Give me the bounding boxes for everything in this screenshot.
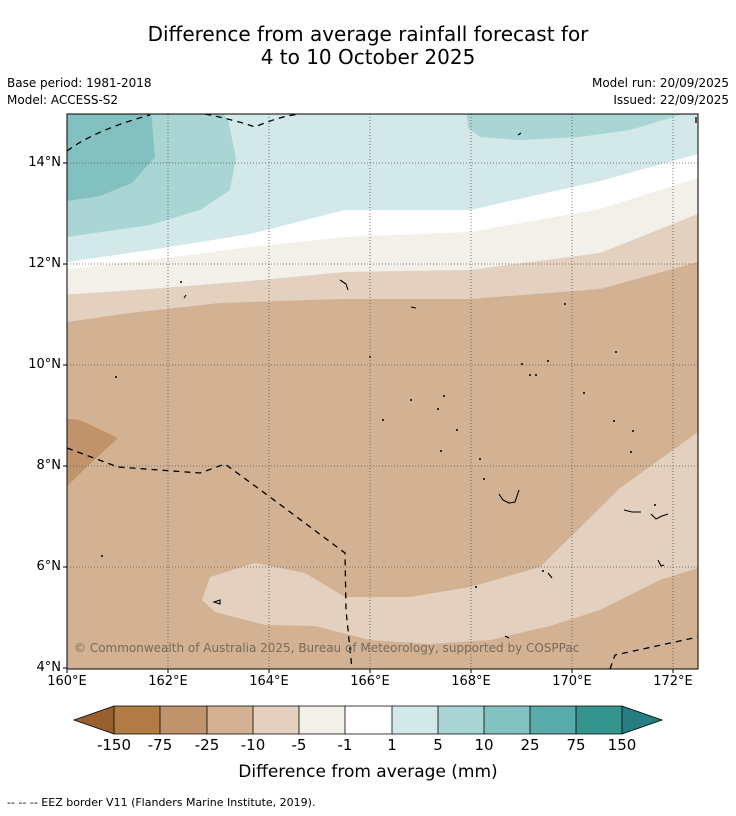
colorbar-cell (114, 706, 160, 734)
colorbar (72, 705, 664, 735)
band-neg10-neg5-south (202, 432, 698, 644)
colorbar-label: 1 (387, 736, 397, 754)
lon-label: 162°E (148, 674, 188, 689)
colorbar-cell (345, 706, 392, 734)
model-run-label: Model run: 20/09/2025 (591, 76, 729, 90)
lon-label: 168°E (451, 674, 491, 689)
colorbar-label: 10 (474, 736, 494, 754)
colorbar-label: -10 (240, 736, 266, 754)
lon-label: 166°E (350, 674, 390, 689)
band-neg75-neg25 (67, 418, 118, 487)
map-title-line1: Difference from average rainfall forecas… (147, 22, 589, 46)
lat-label: 14°N (28, 155, 61, 170)
graticule (67, 114, 698, 669)
colorbar-cell (438, 706, 484, 734)
band-pos10-pos25 (67, 114, 155, 201)
colorbar-label: 75 (566, 736, 586, 754)
colorbar-label: -150 (96, 736, 132, 754)
map-title-line2: 4 to 10 October 2025 (260, 45, 476, 69)
lat-label: 8°N (36, 458, 62, 473)
lat-label: 10°N (28, 357, 61, 372)
lat-label: 4°N (36, 660, 62, 675)
lon-label: 160°E (47, 674, 87, 689)
colorbar-extend-high (622, 706, 662, 734)
map-frame (66, 113, 699, 670)
base-period-label: Base period: 1981-2018 (7, 76, 152, 90)
eez-legend-note: -- -- -- EEZ border V11 (Flanders Marine… (7, 796, 316, 809)
axis-ticks (63, 162, 674, 673)
colorbar-cell (299, 706, 345, 734)
colorbar-label: -5 (291, 736, 307, 754)
model-label: Model: ACCESS-S2 (7, 93, 119, 107)
colorbar-label: -1 (337, 736, 353, 754)
colorbar-title: Difference from average (mm) (238, 762, 498, 782)
island-outlines (183, 132, 669, 639)
colorbar-label: 150 (607, 736, 637, 754)
lat-label: 6°N (36, 559, 62, 574)
colorbar-extend-low (74, 706, 114, 734)
copyright-notice: © Commonwealth of Australia 2025, Bureau… (74, 641, 580, 655)
colorbar-label: -25 (194, 736, 220, 754)
colorbar-label: 5 (433, 736, 443, 754)
colorbar-cell (253, 706, 299, 734)
colorbar-label: 25 (520, 736, 540, 754)
lon-label: 164°E (249, 674, 289, 689)
lon-label: 170°E (552, 674, 592, 689)
contour-layer (67, 114, 698, 669)
lon-label: 172°E (653, 674, 693, 689)
colorbar-cell (392, 706, 438, 734)
colorbar-cell (207, 706, 253, 734)
colorbar-cell (576, 706, 622, 734)
lat-label: 12°N (28, 256, 61, 271)
colorbar-label: -75 (147, 736, 173, 754)
colorbar-cell (160, 706, 207, 734)
island-dots (101, 281, 656, 588)
issued-label: Issued: 22/09/2025 (613, 93, 729, 107)
colorbar-cell (484, 706, 530, 734)
colorbar-cell (530, 706, 576, 734)
eez-borders (67, 114, 698, 669)
